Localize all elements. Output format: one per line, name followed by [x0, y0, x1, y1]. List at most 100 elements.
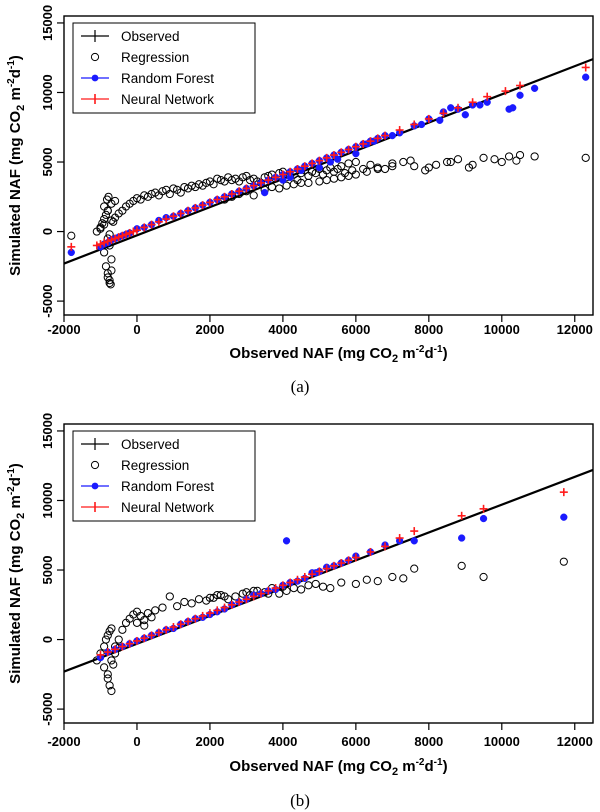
y-axis-title: Simulated NAF (mg CO2 m-2d-1) [6, 463, 27, 684]
neural-network-point [96, 650, 105, 659]
panel-a: -2000 0 2000 4000 6000 8000 10000 12000 -5000 0 50… [6, 5, 594, 396]
regression-point [479, 572, 488, 582]
neural-network-point [220, 192, 229, 201]
neural-network-point [242, 595, 251, 604]
regression-point [103, 206, 112, 215]
regression-point [351, 170, 360, 179]
regression-point [432, 160, 441, 169]
regression-point [118, 625, 127, 634]
neural-network-point [162, 215, 171, 224]
regression-point [151, 606, 160, 615]
neural-network-point [344, 556, 353, 565]
neural-network-point [205, 198, 214, 207]
neural-network-point [286, 578, 295, 587]
regression-point [479, 153, 488, 162]
regression-point [216, 176, 225, 185]
regression-point [216, 590, 225, 600]
neural-network-point [308, 570, 317, 579]
regression-point [114, 635, 123, 644]
regression-point [165, 189, 174, 199]
regression-point [220, 592, 229, 601]
legend-label: Neural Network [121, 500, 214, 515]
neural-network-point [184, 617, 193, 626]
neural-network-point [140, 223, 149, 232]
neural-network-point [249, 592, 258, 601]
regression-point [315, 177, 324, 186]
random-forest-point [582, 73, 590, 81]
neural-network-point [322, 564, 331, 573]
regression-point [107, 255, 116, 264]
regression-point [103, 670, 112, 679]
regression-point [238, 173, 247, 182]
random-forest-point [261, 188, 269, 197]
regression-point [530, 152, 539, 161]
neural-network-point [176, 209, 185, 218]
random-forest-point [352, 150, 360, 158]
regression-point [100, 220, 109, 229]
regression-point [132, 194, 142, 203]
plot-area [64, 58, 593, 289]
neural-network-point [191, 203, 200, 212]
neural-network-point [278, 170, 287, 179]
y-tick-label: -5000 [40, 692, 55, 725]
neural-network-point [351, 142, 360, 151]
neural-network-point [479, 504, 488, 513]
regression-point [504, 152, 514, 161]
regression-point [388, 162, 397, 171]
neural-network-point [501, 87, 510, 96]
regression-point [275, 184, 284, 193]
neural-network-point [257, 178, 266, 187]
x-axis-title-main: Observed NAF (mg CO [229, 758, 392, 775]
legend-label: Random Forest [121, 71, 214, 86]
x-tick-label: -2000 [47, 322, 80, 337]
neural-network-point [220, 603, 229, 612]
x-tick-label: 10000 [484, 734, 520, 749]
panel-label: (b) [290, 791, 310, 810]
x-tick-label: 6000 [341, 322, 370, 337]
regression-point [373, 577, 382, 586]
neural-network-point [162, 625, 171, 634]
legend-swatch [81, 502, 109, 512]
y-axis-title-mid: m [7, 495, 24, 513]
legend-box [72, 430, 256, 522]
x-axis-title-mid: m [398, 345, 416, 362]
regression-point [106, 280, 115, 289]
x-tick-label: -2000 [47, 734, 80, 749]
neural-network-point [293, 164, 302, 173]
x-tick-label: 12000 [557, 734, 593, 749]
neural-network-point [337, 559, 346, 568]
random-forest-point [282, 537, 291, 545]
neural-network-point [410, 527, 419, 536]
neural-network-point [516, 81, 525, 90]
regression-point [103, 631, 112, 640]
legend: Observed Regression Random Forest Neural Ne… [72, 22, 256, 114]
x-tick-label: 2000 [195, 734, 224, 749]
regression-point [344, 159, 353, 168]
neural-network-point [129, 227, 138, 236]
neural-network-point [132, 636, 141, 645]
neural-network-point [395, 534, 404, 543]
y-axis-title-sub: 2 [15, 105, 27, 111]
y-axis-title-main: Simulated NAF (mg CO [7, 110, 24, 275]
regression-point [132, 618, 142, 627]
x-axis-title-sup: -2 [416, 344, 425, 355]
y-axis-title-mid: m [7, 87, 24, 105]
x-tick-label: 6000 [341, 734, 370, 749]
neural-network-point [322, 153, 331, 162]
neural-network-point [169, 212, 178, 221]
regression-point [107, 266, 116, 275]
random-forest-point [509, 104, 517, 112]
neural-network-point [424, 114, 433, 123]
x-axis-title-tail: d [425, 758, 434, 775]
neural-network-point [286, 167, 295, 176]
y-tick-label: 0 [40, 636, 55, 643]
regression-point [109, 217, 118, 226]
regression-point [424, 163, 433, 172]
regression-point [326, 584, 335, 593]
regression-point [497, 157, 506, 167]
y-tick-label: 10000 [40, 74, 55, 110]
neural-network-point [395, 126, 404, 135]
legend-label: Observed [121, 437, 180, 452]
y-tick-label: 15000 [40, 5, 55, 41]
neural-network-point [147, 631, 156, 640]
